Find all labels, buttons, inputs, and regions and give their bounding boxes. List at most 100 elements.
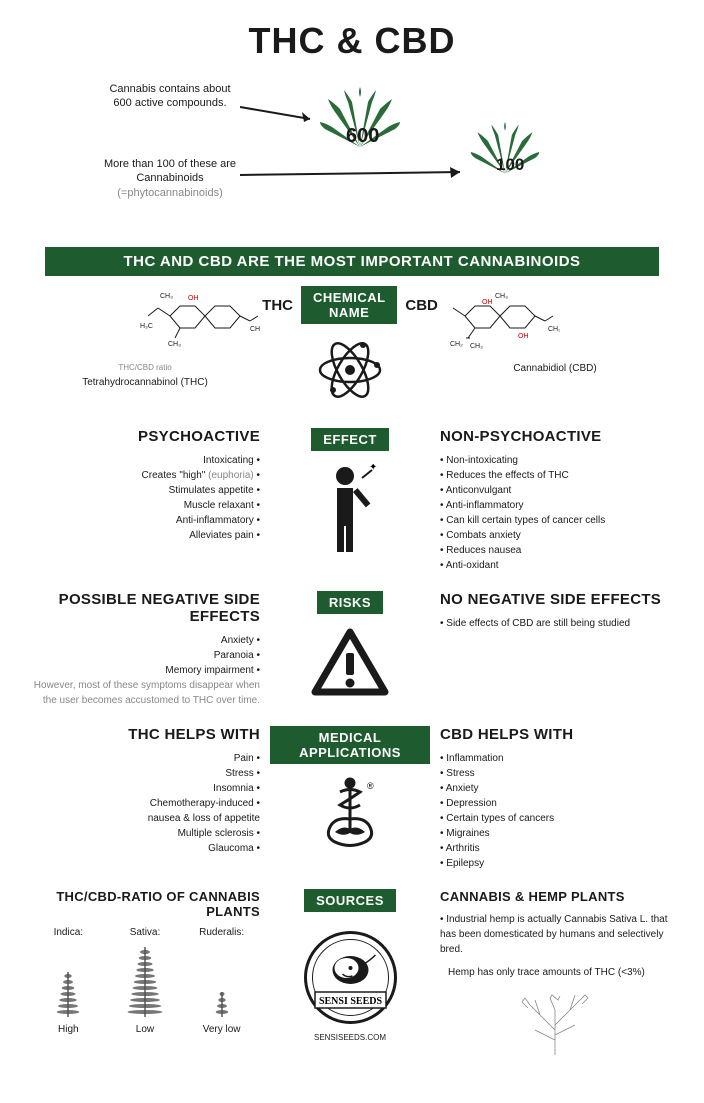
list-item: • Epilepsy bbox=[440, 856, 670, 871]
plant-name: Sativa: bbox=[120, 927, 170, 938]
sensi-seeds-url: SENSISEEDS.COM bbox=[303, 1033, 398, 1042]
hemp-plant-icon bbox=[440, 990, 670, 1065]
list-item: Memory impairment • bbox=[30, 663, 260, 678]
plant-ratio: Low bbox=[120, 1024, 170, 1035]
intro-text-cannabinoids: More than 100 of these are Cannabinoids … bbox=[100, 157, 240, 200]
list-item: • Anticonvulgant bbox=[440, 483, 670, 498]
leaf-number-600: 600 bbox=[346, 125, 379, 148]
svg-text:OH: OH bbox=[518, 333, 529, 340]
list-item: Stress • bbox=[30, 766, 260, 781]
effect-badge: EFFECT bbox=[311, 428, 389, 451]
sources-badge: SOURCES bbox=[304, 889, 396, 912]
sensi-seeds-logo: SENSI SEEDS SENSISEEDS.COM bbox=[303, 930, 398, 1042]
medical-section: THC HELPS WITH Pain •Stress •Insomnia •C… bbox=[30, 726, 674, 871]
person-smoking-icon: ✦ bbox=[320, 464, 380, 559]
plant-column: Sativa: Low bbox=[120, 927, 170, 1035]
chemical-badge: CHEMICAL NAME bbox=[301, 286, 397, 324]
thc-effect-list: Intoxicating •Creates "high" (euphoria) … bbox=[30, 453, 260, 543]
cbd-medical-list: • Inflammation• Stress• Anxiety• Depress… bbox=[440, 751, 670, 871]
list-item: nausea & loss of appetite bbox=[30, 811, 260, 826]
list-item: Pain • bbox=[30, 751, 260, 766]
cbd-medical-heading: CBD HELPS WITH bbox=[440, 726, 670, 743]
thc-molecule-icon: CH₃ OH H₃C CH₃ CH₃ bbox=[30, 286, 260, 358]
cbd-chemical-name: Cannabidiol (CBD) bbox=[440, 363, 670, 374]
list-item: Creates "high" (euphoria) • bbox=[30, 468, 260, 483]
plant-icon bbox=[43, 942, 93, 1017]
thc-medical-list: Pain •Stress •Insomnia •Chemotherapy-ind… bbox=[30, 751, 260, 856]
list-item: Muscle relaxant • bbox=[30, 498, 260, 513]
atom-icon bbox=[315, 335, 385, 410]
svg-text:CH₃: CH₃ bbox=[168, 341, 181, 348]
list-item: • Anxiety bbox=[440, 781, 670, 796]
plant-name: Ruderalis: bbox=[197, 927, 247, 938]
leaf-number-100: 100 bbox=[496, 155, 524, 175]
list-item: Multiple sclerosis • bbox=[30, 826, 260, 841]
thc-effect-heading: PSYCHOACTIVE bbox=[30, 428, 260, 445]
svg-text:OH: OH bbox=[188, 295, 199, 302]
hemp-text-2: Hemp has only trace amounts of THC (<3%) bbox=[440, 965, 670, 980]
chemical-section: CH₃ OH H₃C CH₃ CH₃ THC/CBD ratio Tetrahy… bbox=[30, 286, 674, 410]
risks-badge: RISKS bbox=[317, 591, 383, 614]
effect-section: PSYCHOACTIVE Intoxicating •Creates "high… bbox=[30, 428, 674, 573]
cbd-sources-text: • Industrial hemp is actually Cannabis S… bbox=[440, 912, 670, 980]
cbd-effect-heading: NON-PSYCHOACTIVE bbox=[440, 428, 670, 445]
risks-note: However, most of these symptoms disappea… bbox=[30, 678, 260, 708]
thc-risks-list: Anxiety •Paranoia •Memory impairment •Ho… bbox=[30, 633, 260, 708]
list-item: • Side effects of CBD are still being st… bbox=[440, 616, 670, 631]
list-item: Anxiety • bbox=[30, 633, 260, 648]
svg-text:®: ® bbox=[367, 781, 374, 791]
cannabis-leaf-icon: 600 bbox=[320, 87, 400, 157]
cbd-sources-heading: CANNABIS & HEMP PLANTS bbox=[440, 889, 670, 904]
plant-column: Indica: High bbox=[43, 927, 93, 1035]
list-item: Chemotherapy-induced • bbox=[30, 796, 260, 811]
list-item: • Arthritis bbox=[440, 841, 670, 856]
list-item: • Can kill certain types of cancer cells bbox=[440, 513, 670, 528]
plant-column: Ruderalis: Very low bbox=[197, 927, 247, 1035]
plant-ratio: High bbox=[43, 1024, 93, 1035]
svg-text:OH: OH bbox=[482, 299, 493, 306]
list-item: Glaucoma • bbox=[30, 841, 260, 856]
svg-text:CH₃: CH₃ bbox=[250, 326, 260, 333]
hemp-text-1: • Industrial hemp is actually Cannabis S… bbox=[440, 912, 670, 957]
thc-risks-heading: POSSIBLE NEGATIVE SIDE EFFECTS bbox=[30, 591, 260, 625]
plant-icon bbox=[120, 942, 170, 1017]
svg-text:CH₂: CH₂ bbox=[450, 341, 463, 348]
sources-section: THC/CBD-RATIO OF CANNABIS PLANTS Indica:… bbox=[30, 889, 674, 1065]
main-banner: THC AND CBD ARE THE MOST IMPORTANT CANNA… bbox=[45, 247, 659, 276]
warning-icon bbox=[310, 627, 390, 702]
cbd-effect-list: • Non-intoxicating• Reduces the effects … bbox=[440, 453, 670, 573]
list-item: • Certain types of cancers bbox=[440, 811, 670, 826]
list-item: Alleviates pain • bbox=[30, 528, 260, 543]
intro-text-cannabinoids-line1: More than 100 of these are Cannabinoids bbox=[104, 158, 236, 184]
thc-label: THC bbox=[262, 297, 293, 314]
svg-text:CH₃: CH₃ bbox=[495, 293, 508, 300]
cannabis-leaf-icon: 100 bbox=[470, 122, 540, 182]
arrow-icon bbox=[240, 97, 320, 127]
list-item: Insomnia • bbox=[30, 781, 260, 796]
list-item: • Migraines bbox=[440, 826, 670, 841]
medical-caduceus-icon: ® bbox=[315, 777, 385, 857]
plant-icon bbox=[197, 942, 247, 1017]
svg-text:SENSI SEEDS: SENSI SEEDS bbox=[318, 996, 382, 1007]
svg-text:✦: ✦ bbox=[369, 464, 377, 473]
svg-text:CH₃: CH₃ bbox=[160, 293, 173, 300]
list-item: • Depression bbox=[440, 796, 670, 811]
cbd-risks-list: • Side effects of CBD are still being st… bbox=[440, 616, 670, 631]
thc-sources-heading: THC/CBD-RATIO OF CANNABIS PLANTS bbox=[30, 889, 260, 919]
ratio-plants: Indica: High Sativa: Low Ruderalis: bbox=[30, 927, 260, 1035]
list-item: • Stress bbox=[440, 766, 670, 781]
arrow-icon bbox=[240, 167, 470, 197]
intro-section: Cannabis contains about 600 active compo… bbox=[30, 82, 674, 232]
list-item: • Combats anxiety bbox=[440, 528, 670, 543]
svg-text:H₃C: H₃C bbox=[140, 323, 153, 330]
plant-ratio: Very low bbox=[197, 1024, 247, 1035]
list-item: Anti-inflammatory • bbox=[30, 513, 260, 528]
svg-text:CH₃: CH₃ bbox=[548, 326, 560, 333]
list-item: Intoxicating • bbox=[30, 453, 260, 468]
cbd-molecule-icon: CH₃ OH OH CH₂ CH₃ CH₃ bbox=[440, 286, 670, 358]
svg-text:CH₃: CH₃ bbox=[470, 343, 483, 350]
intro-text-compounds: Cannabis contains about 600 active compo… bbox=[100, 82, 240, 111]
thc-cbd-ratio-label: THC/CBD ratio bbox=[30, 363, 260, 372]
medical-badge: MEDICAL APPLICATIONS bbox=[270, 726, 430, 764]
list-item: • Inflammation bbox=[440, 751, 670, 766]
